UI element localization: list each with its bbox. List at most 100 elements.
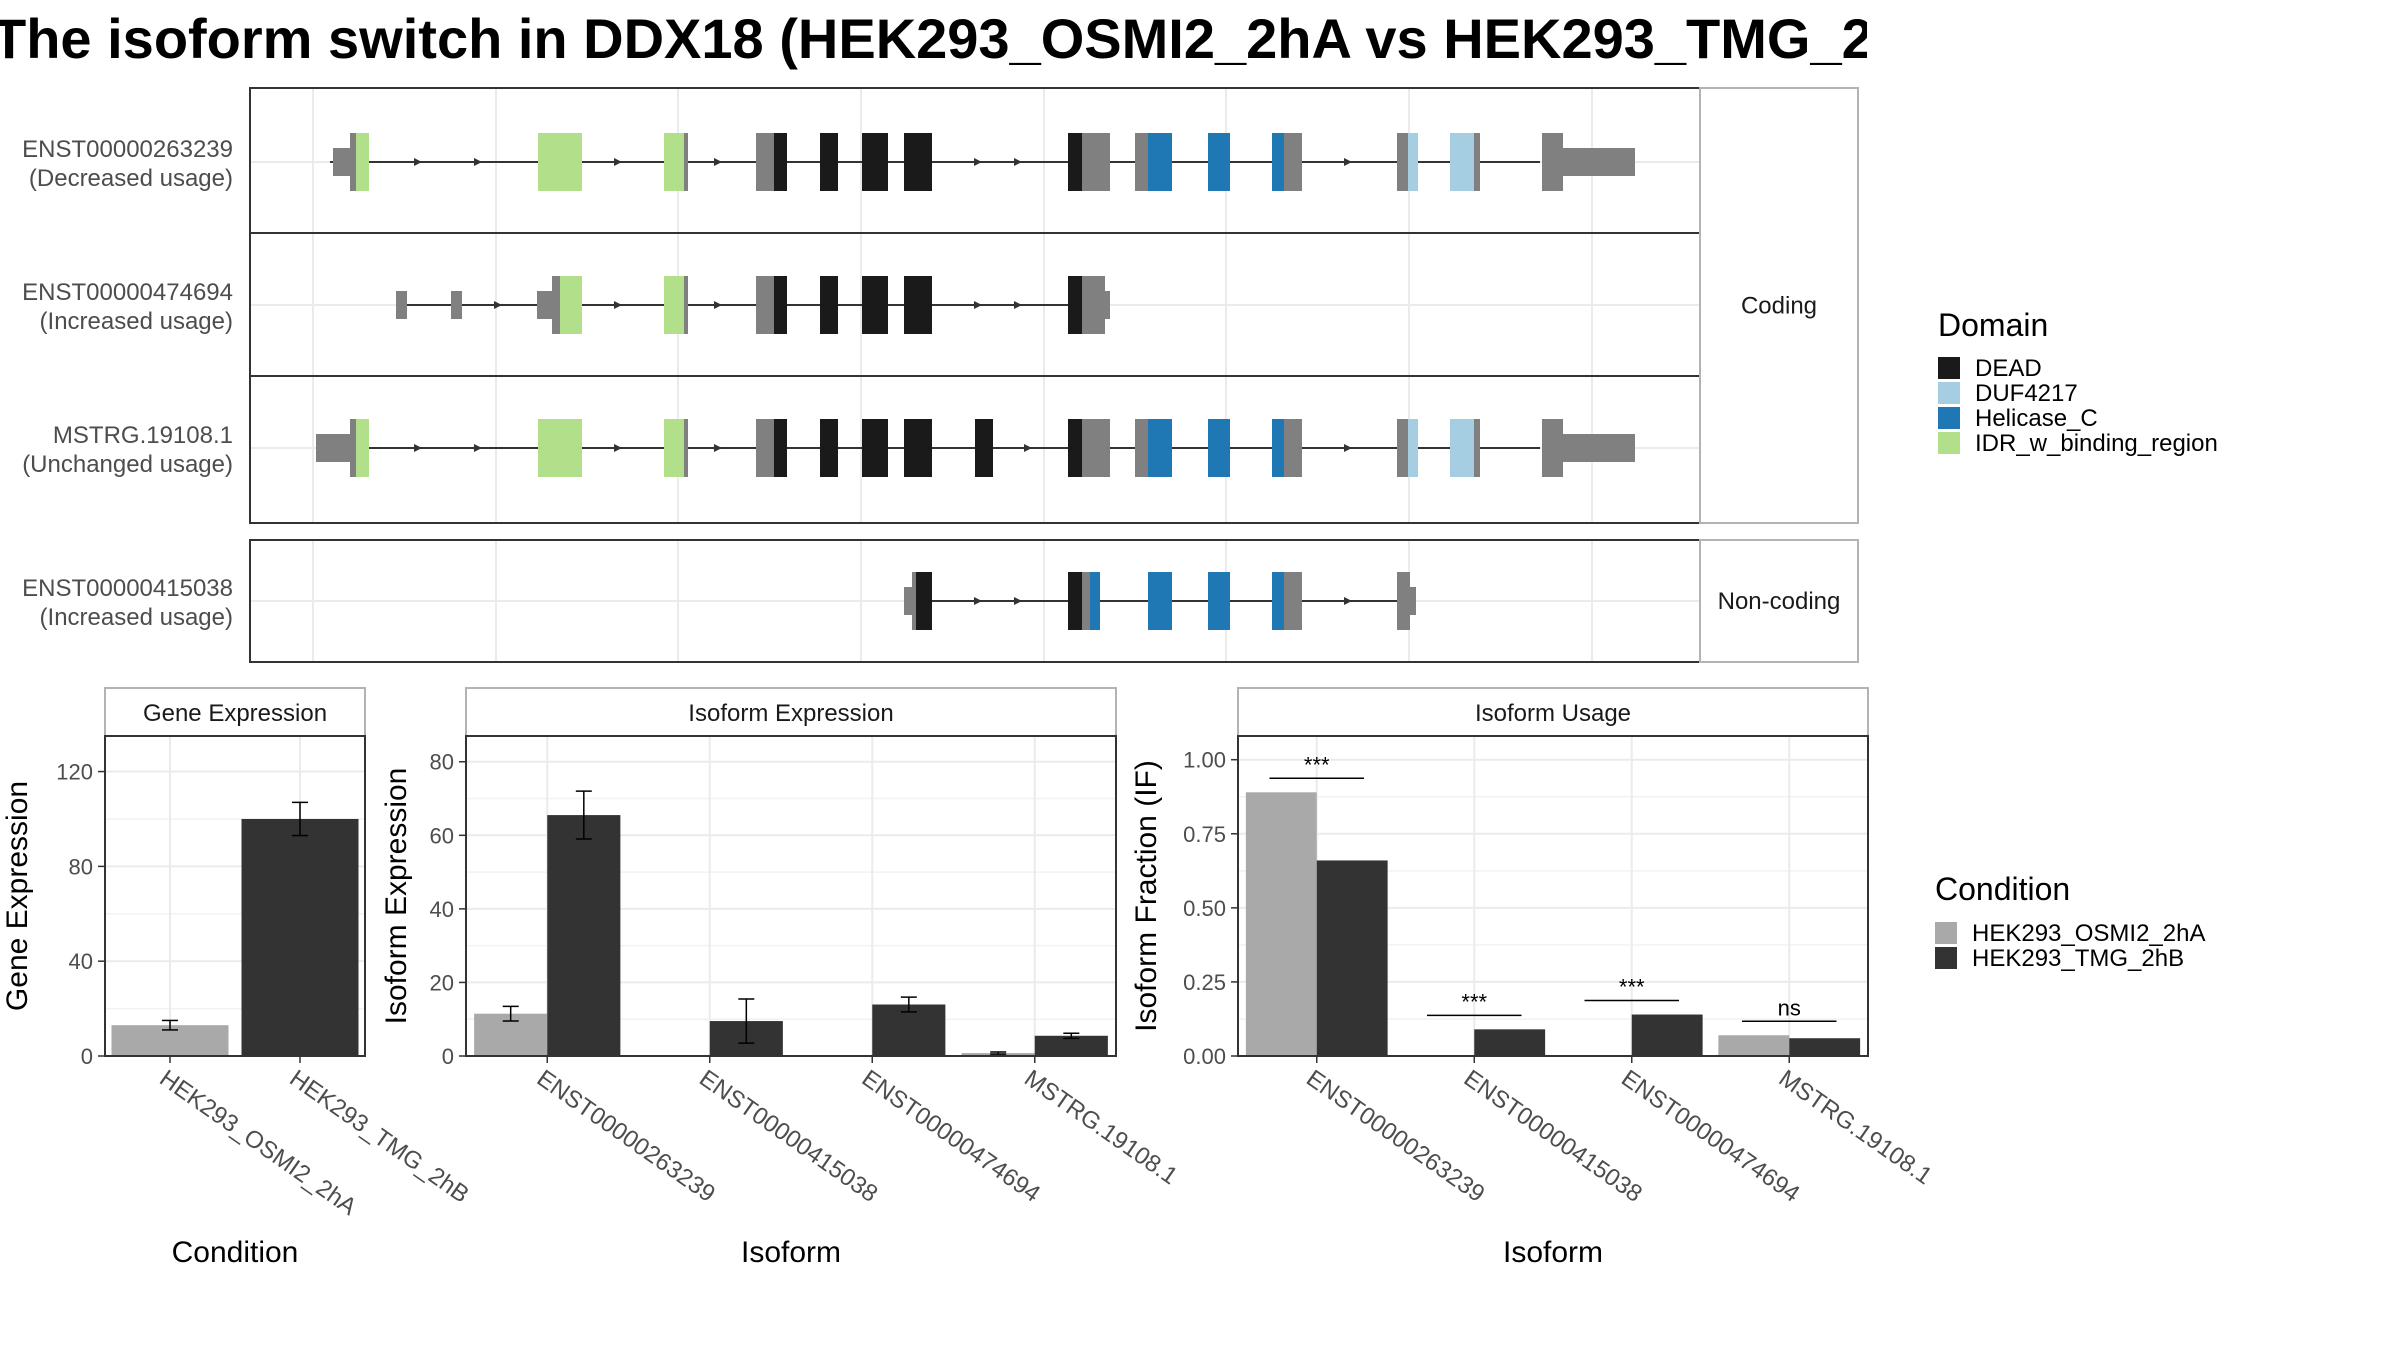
condition-legend-key <box>1935 922 1957 944</box>
chart-border <box>104 735 366 1057</box>
exon-segment <box>451 291 462 319</box>
bar <box>1718 1035 1790 1056</box>
exon-segment <box>904 276 932 334</box>
x-tick-label: ENST00000415038 <box>694 1065 882 1208</box>
exon-segment <box>1068 133 1082 191</box>
exon-segment <box>904 587 912 615</box>
strand-arrow <box>1344 597 1352 605</box>
exon-segment <box>1208 572 1230 630</box>
domain-legend-key <box>1938 407 1960 429</box>
y-tick-label: 80 <box>430 750 454 775</box>
exon-segment <box>684 276 688 334</box>
exon-segment <box>1542 419 1563 477</box>
exon-segment <box>975 419 993 477</box>
y-tick-label: 1.00 <box>1183 748 1226 773</box>
y-tick-label: 0.75 <box>1183 822 1226 847</box>
exon-segment <box>1284 419 1302 477</box>
exon-segment <box>1068 419 1082 477</box>
exon-segment <box>1410 587 1416 615</box>
x-tick-label: ENST00000263239 <box>532 1065 720 1208</box>
exon-segment <box>1208 419 1230 477</box>
exon-segment <box>1148 133 1172 191</box>
condition-legend-label: HEK293_OSMI2_2hA <box>1972 920 2205 947</box>
exon-segment <box>560 276 582 334</box>
domain-legend-key <box>1938 382 1960 404</box>
strand-arrow <box>974 301 982 309</box>
strand-arrow <box>1344 158 1352 166</box>
y-tick-label: 0.50 <box>1183 896 1226 921</box>
exon-segment <box>664 419 684 477</box>
significance-label: ns <box>1778 995 1801 1020</box>
chart-title: Gene Expression <box>143 700 327 727</box>
exon-segment <box>684 419 688 477</box>
exon-segment <box>1082 572 1090 630</box>
exon-segment <box>1082 276 1105 334</box>
exon-segment <box>350 419 356 477</box>
domain-legend-label: DUF4217 <box>1975 380 2078 407</box>
condition-legend-title: Condition <box>1935 871 2070 907</box>
exon-segment <box>1397 572 1410 630</box>
strand-arrow <box>614 444 622 452</box>
exon-segment <box>316 434 350 462</box>
y-tick-label: 0.25 <box>1183 970 1226 995</box>
chart-title: Isoform Usage <box>1475 700 1631 727</box>
exon-segment <box>1284 572 1302 630</box>
exon-segment <box>1208 133 1230 191</box>
y-tick-label: 80 <box>69 854 93 879</box>
strand-arrow <box>614 158 622 166</box>
x-tick-label: MSTRG.19108.1 <box>1019 1065 1182 1190</box>
exon-segment <box>774 133 787 191</box>
exon-segment <box>904 419 932 477</box>
exon-segment <box>356 133 369 191</box>
strand-arrow <box>974 158 982 166</box>
y-tick-label: 60 <box>430 823 454 848</box>
exon-segment <box>774 276 787 334</box>
exon-segment <box>904 133 932 191</box>
strand-arrow <box>1024 444 1032 452</box>
transcript-usage-label: (Unchanged usage) <box>22 451 233 478</box>
exon-segment <box>537 291 552 319</box>
x-tick-label: MSTRG.19108.1 <box>1774 1065 1937 1190</box>
exon-segment <box>1474 133 1480 191</box>
exon-segment <box>538 419 582 477</box>
bar <box>1316 860 1388 1056</box>
bar <box>1474 1029 1546 1056</box>
bar <box>872 1004 946 1056</box>
strand-arrow <box>714 158 722 166</box>
domain-legend-label: DEAD <box>1975 355 2042 382</box>
exon-segment <box>1542 133 1563 191</box>
exon-segment <box>1408 419 1418 477</box>
condition-legend-key <box>1935 947 1957 969</box>
exon-segment <box>756 276 774 334</box>
strand-arrow <box>494 301 502 309</box>
transcript-id-label: MSTRG.19108.1 <box>53 422 233 449</box>
transcript-usage-label: (Increased usage) <box>40 308 233 335</box>
exon-segment <box>552 276 560 334</box>
chart-strip <box>1237 687 1869 737</box>
domain-legend-title: Domain <box>1938 307 2048 343</box>
strand-arrow <box>714 301 722 309</box>
exon-segment <box>1148 572 1172 630</box>
domain-legend-label: IDR_w_binding_region <box>1975 430 2218 457</box>
strand-arrow <box>1014 597 1022 605</box>
significance-label: *** <box>1461 989 1487 1014</box>
figure-title: The isoform switch in DDX18 (HEK293_OSMI… <box>0 7 1867 70</box>
exon-segment <box>820 133 838 191</box>
exon-segment <box>1068 276 1082 334</box>
exon-segment <box>1397 419 1408 477</box>
x-axis-label: Isoform <box>1503 1236 1603 1269</box>
strand-arrow <box>614 301 622 309</box>
exon-segment <box>1563 434 1635 462</box>
exon-segment <box>350 133 356 191</box>
bar <box>1245 792 1317 1056</box>
exon-segment <box>1408 133 1418 191</box>
exon-segment <box>820 419 838 477</box>
strand-arrow <box>1014 158 1022 166</box>
facet-label-coding: Coding <box>1741 293 1817 320</box>
chart-strip <box>104 687 366 737</box>
strand-arrow <box>714 444 722 452</box>
y-tick-label: 120 <box>56 760 93 785</box>
exon-segment <box>862 276 888 334</box>
domain-legend-label: Helicase_C <box>1975 405 2098 432</box>
